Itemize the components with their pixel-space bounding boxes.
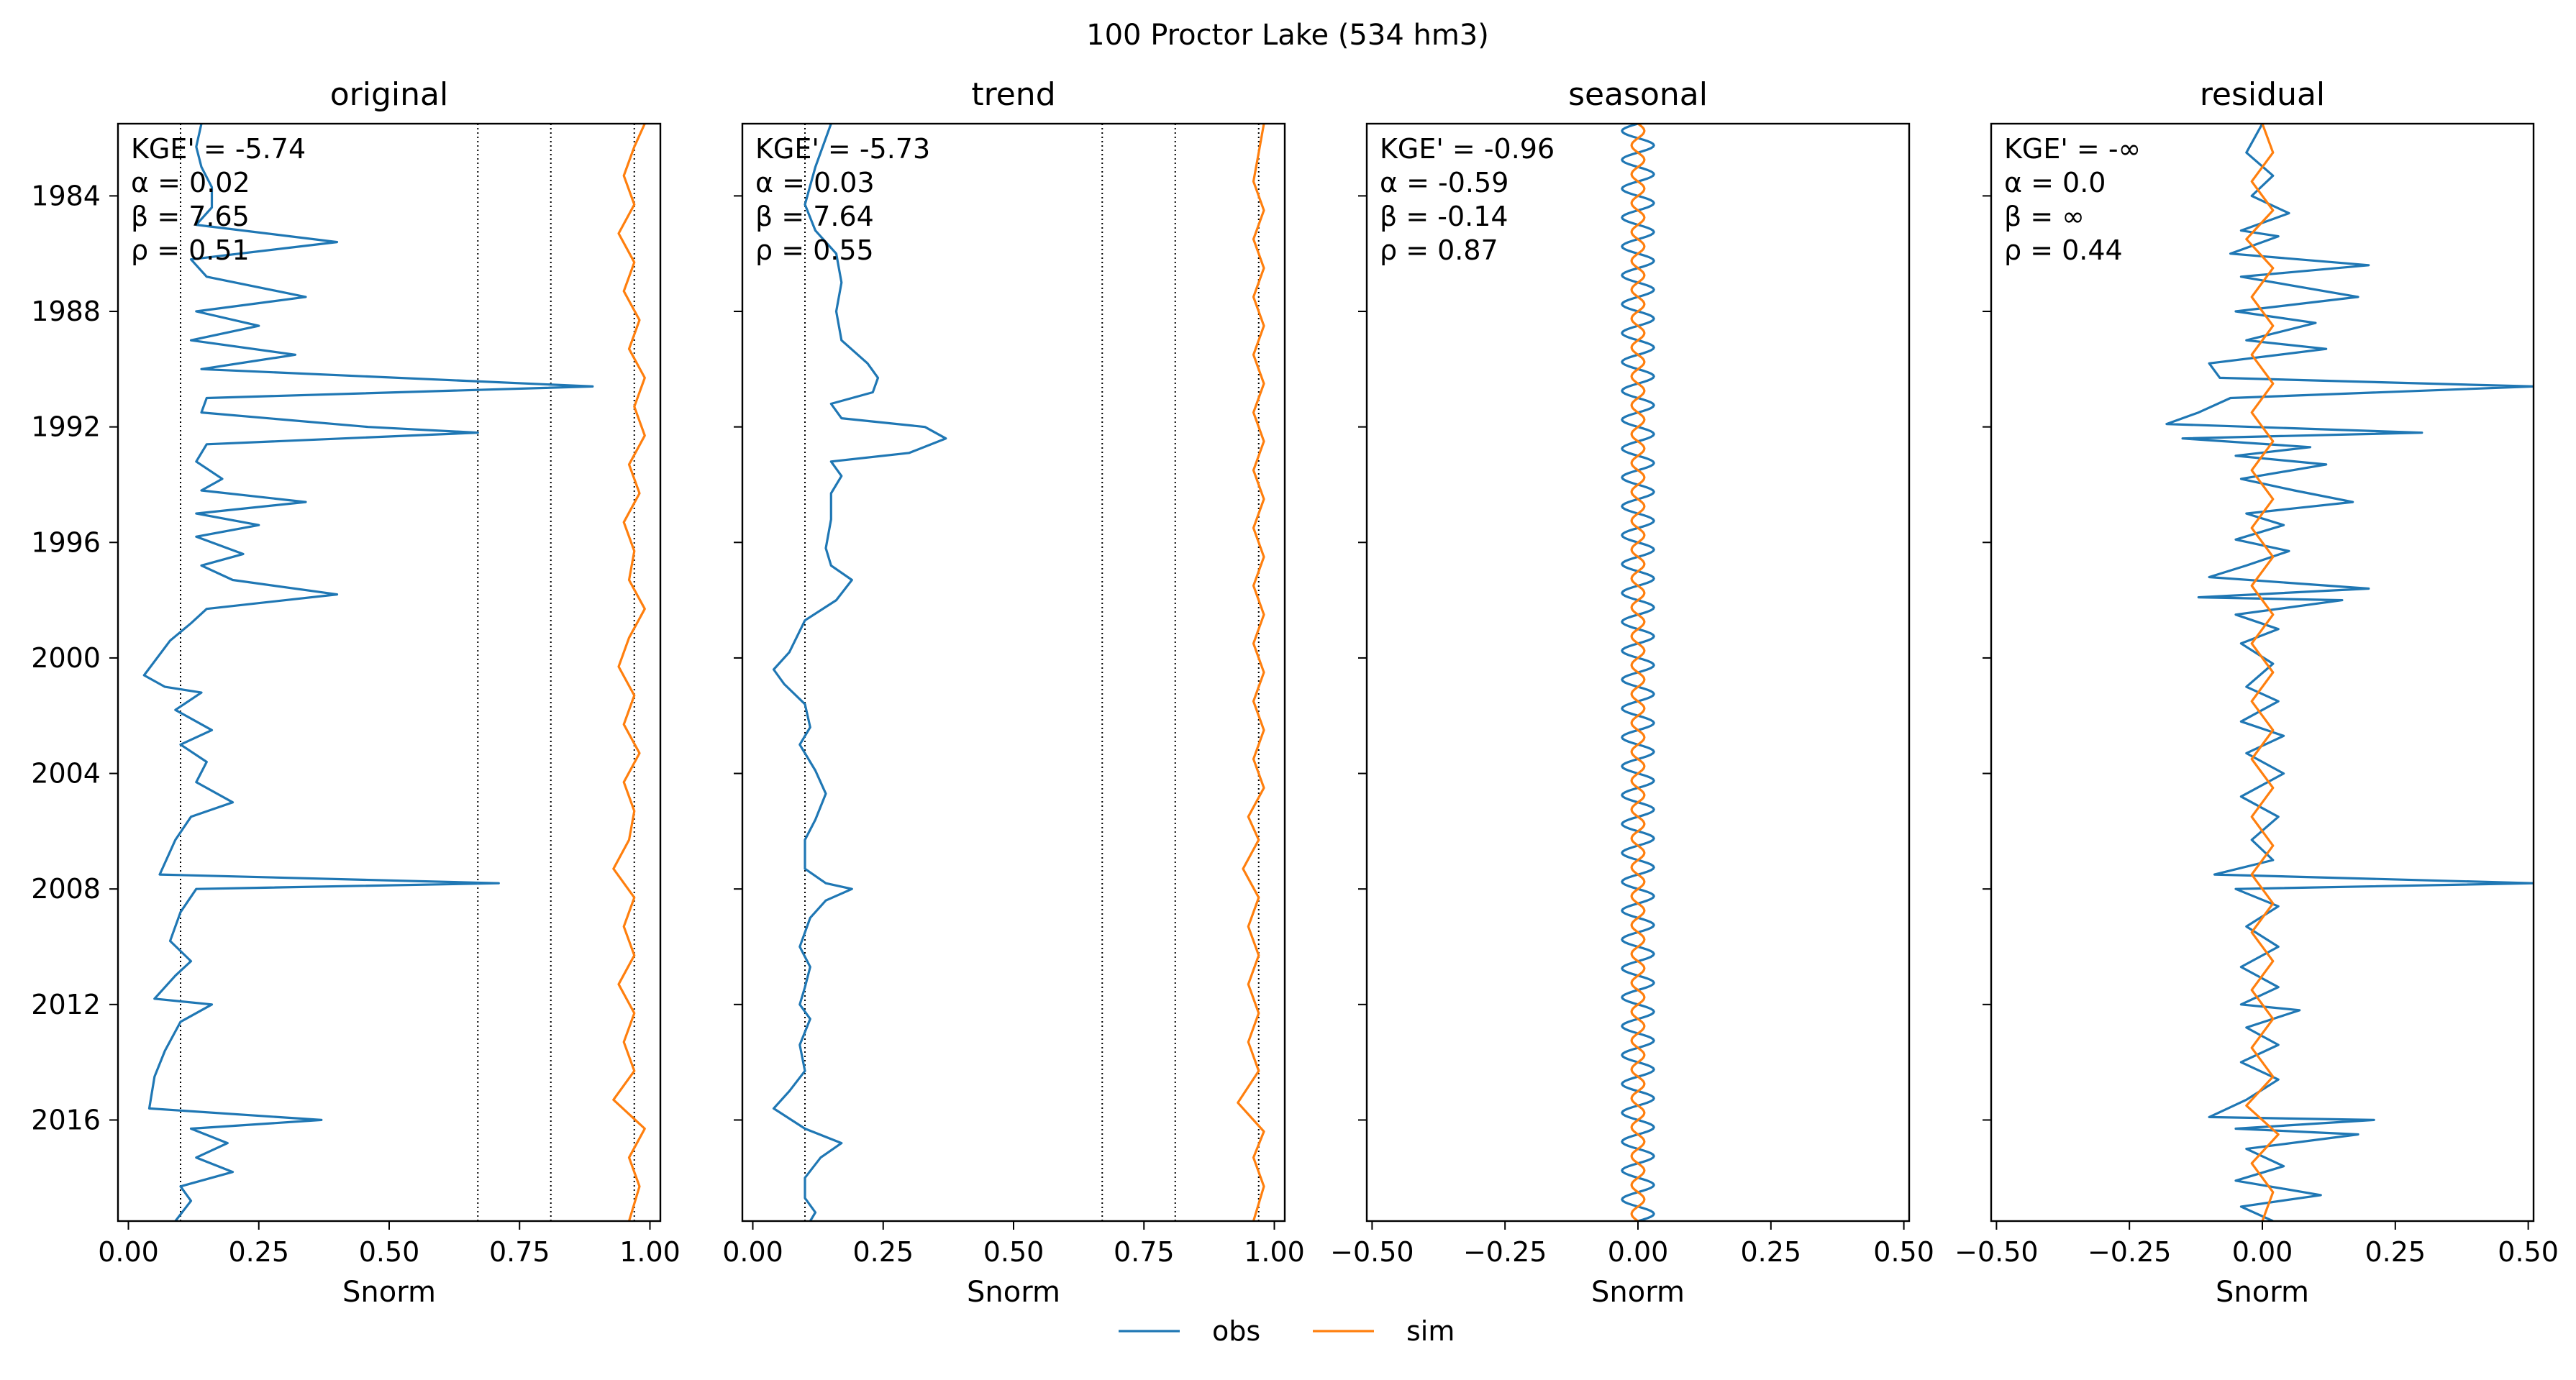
y-tick-label: 1984 <box>31 180 101 211</box>
series-sim-line <box>1237 124 1265 1221</box>
stats-annotation: β = 7.64 <box>755 201 874 232</box>
x-tick-label: 0.25 <box>852 1236 914 1268</box>
plot-area <box>142 124 646 1221</box>
y-tick-label: 1992 <box>31 411 101 443</box>
legend-sim-label: sim <box>1406 1315 1455 1347</box>
y-tick-label: 2008 <box>31 873 101 905</box>
x-tick-label: 0.25 <box>228 1236 289 1268</box>
plot-area <box>2165 124 2534 1221</box>
series-obs-line <box>2165 124 2534 1221</box>
x-axis-label: Snorm <box>967 1276 1060 1309</box>
y-tick-label: 2016 <box>31 1104 101 1135</box>
x-tick-label: 0.50 <box>2498 1236 2559 1268</box>
stats-annotation: α = 0.0 <box>2004 167 2106 198</box>
series-obs-line <box>142 124 594 1221</box>
panel-trend: trend 0.00 0.25 0.50 0.75 1.00 Snorm KGE' = -5.… <box>722 76 1305 1309</box>
x-tick-label: 0.50 <box>983 1236 1044 1268</box>
panel-title: trend <box>971 76 1055 113</box>
stats-annotation: β = 7.65 <box>131 201 250 232</box>
stats-annotation: KGE' = -5.74 <box>131 133 306 165</box>
series-obs-line <box>772 124 947 1221</box>
x-tick-label: 0.00 <box>1608 1236 1669 1268</box>
stats-annotation: KGE' = -∞ <box>2004 133 2141 165</box>
figure-title: 100 Proctor Lake (534 hm3) <box>1086 19 1489 52</box>
y-tick-label: 1988 <box>31 296 101 327</box>
stats-annotation: ρ = 0.44 <box>2004 234 2123 266</box>
plot-area <box>1621 124 1655 1221</box>
panel-title: residual <box>2200 76 2325 113</box>
stats-annotation: α = 0.02 <box>131 167 250 198</box>
x-axis-label: Snorm <box>2216 1276 2309 1309</box>
x-tick-label: −0.50 <box>1330 1236 1414 1268</box>
y-tick-label: 1996 <box>31 526 101 558</box>
x-axis-label: Snorm <box>1591 1276 1685 1309</box>
y-tick-label: 2004 <box>31 758 101 790</box>
stats-annotation: β = ∞ <box>2004 201 2085 232</box>
x-tick-label: 0.50 <box>359 1236 420 1268</box>
stats-annotation: KGE' = -5.73 <box>755 133 930 165</box>
x-tick-label: 1.00 <box>619 1236 681 1268</box>
series-sim-line <box>2245 124 2280 1221</box>
panel-seasonal: seasonal −0.50 −0.25 0.00 0.25 0.50 Snorm KGE' … <box>1330 76 1934 1309</box>
x-tick-label: −0.50 <box>1954 1236 2038 1268</box>
x-tick-label: 0.25 <box>1740 1236 1801 1268</box>
stats-annotation: β = -0.14 <box>1380 201 1508 232</box>
x-tick-label: 0.75 <box>1114 1236 1175 1268</box>
stats-annotation: ρ = 0.51 <box>131 234 250 266</box>
stats-annotation: α = -0.59 <box>1380 167 1508 198</box>
panel-title: seasonal <box>1568 76 1708 113</box>
panel-residual: residual −0.50 −0.25 0.00 0.25 0.50 Snorm KGE' … <box>1954 76 2559 1309</box>
x-tick-label: 0.00 <box>2232 1236 2293 1268</box>
y-tick-label: 2000 <box>31 642 101 674</box>
panel-title: original <box>330 76 448 113</box>
legend: obs sim <box>1119 1315 1455 1347</box>
series-sim-line <box>612 124 646 1221</box>
x-tick-label: 0.50 <box>1873 1236 1934 1268</box>
panel-original: original 0.00 0.25 0.50 0.75 1.00 Snorm 1984 198… <box>31 76 681 1309</box>
x-tick-label: 0.25 <box>2365 1236 2426 1268</box>
x-tick-label: 0.00 <box>98 1236 159 1268</box>
plot-area <box>772 124 1265 1221</box>
x-tick-label: −0.25 <box>1463 1236 1547 1268</box>
legend-obs-label: obs <box>1212 1315 1260 1347</box>
panels: original 0.00 0.25 0.50 0.75 1.00 Snorm 1984 198… <box>31 76 2559 1309</box>
stats-annotation: ρ = 0.87 <box>1380 234 1498 266</box>
series-sim-line <box>1630 124 1646 1221</box>
x-tick-label: 0.00 <box>722 1236 783 1268</box>
stats-annotation: KGE' = -0.96 <box>1380 133 1555 165</box>
stats-annotation: α = 0.03 <box>755 167 875 198</box>
x-tick-label: −0.25 <box>2088 1236 2171 1268</box>
x-tick-label: 0.75 <box>489 1236 550 1268</box>
y-tick-label: 2012 <box>31 989 101 1020</box>
x-tick-label: 1.00 <box>1244 1236 1305 1268</box>
stats-annotation: ρ = 0.55 <box>755 234 874 266</box>
x-axis-label: Snorm <box>342 1276 436 1309</box>
